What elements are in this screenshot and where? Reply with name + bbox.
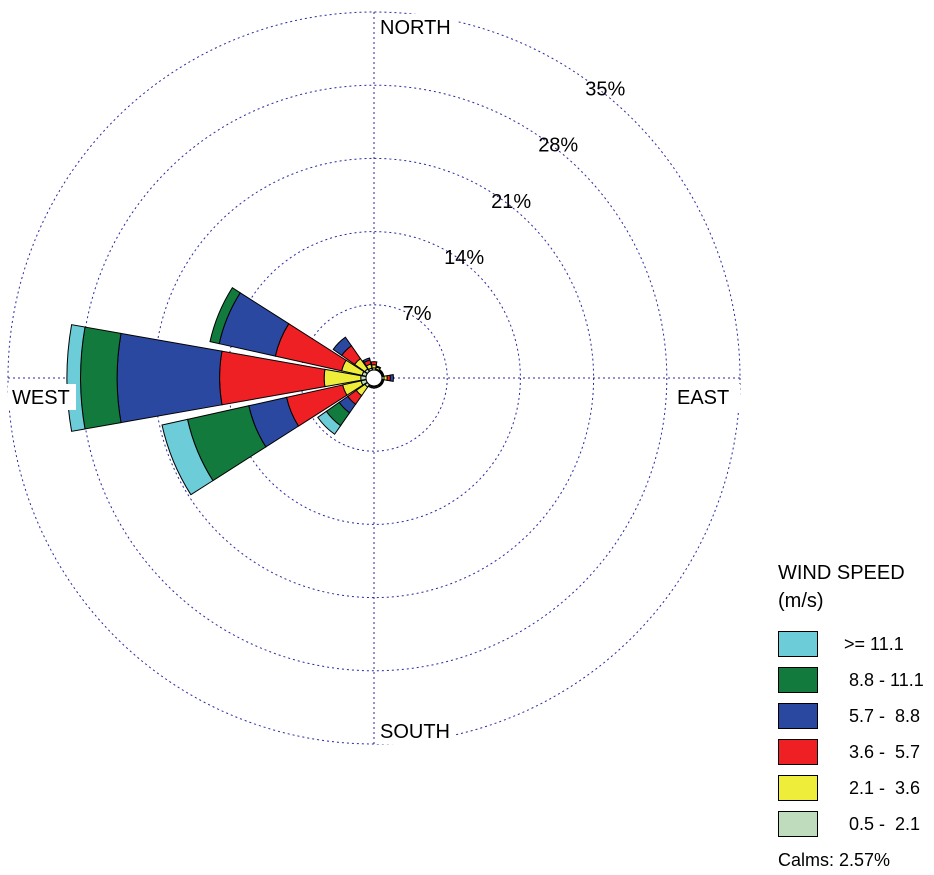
legend-item-5-7-to-8-8: 5.7 - 8.8: [778, 702, 920, 730]
legend-title-line1: WIND SPEED: [778, 562, 905, 584]
petal-sw-bin-5: [317, 410, 342, 435]
north-label: NORTH: [380, 17, 451, 39]
petal-w-bin-4: [80, 326, 122, 430]
petal-nne-bin-2: [375, 365, 382, 370]
ring-labels: 7% 14% 21% 28% 35%: [403, 79, 626, 325]
west-label-bg: [8, 384, 76, 410]
ring-7: [300, 304, 448, 452]
legend-label: 5.7 - 8.8: [844, 705, 921, 726]
calms-label: Calms: 2.57%: [778, 850, 891, 870]
calm-circle: [365, 369, 383, 387]
petal-wnw-bin-4: [209, 287, 241, 345]
ring-14: [227, 231, 521, 525]
east-label-bg: [674, 384, 740, 410]
ring-label-35: 35%: [585, 79, 625, 101]
legend-item-0-5-to-2-1: 0.5 - 2.1: [778, 810, 920, 838]
ring-28: [80, 84, 668, 672]
direction-labels: NORTH EAST SOUTH WEST: [8, 14, 740, 744]
ring-label-28: 28%: [538, 135, 578, 157]
legend-item-over-11-1: >= 11.1: [778, 630, 904, 658]
legend-label: 0.5 - 2.1: [844, 813, 921, 834]
south-label-bg: [376, 718, 456, 744]
petal-wsw-bin-5: [161, 418, 214, 496]
legend-label: 2.1 - 3.6: [844, 777, 921, 798]
legend-label: 8.8 - 11.1: [844, 669, 924, 690]
south-label: SOUTH: [380, 721, 450, 743]
ring-label-21: 21%: [491, 191, 531, 213]
legend-label: 3.6 - 5.7: [844, 741, 921, 762]
legend-swatch: [778, 667, 818, 693]
petal-w-bin-3: [116, 332, 223, 424]
petal-s-bin-1: [371, 386, 377, 389]
legend-swatch: [778, 739, 818, 765]
legend-swatch: [778, 811, 818, 837]
legend-title: WIND SPEED (m/s): [778, 559, 905, 615]
east-label: EAST: [677, 387, 729, 409]
legend-swatch: [778, 631, 818, 657]
legend-item-8-8-to-11-1: 8.8 - 11.1: [778, 666, 924, 694]
legend-item-2-1-to-3-6: 2.1 - 3.6: [778, 774, 920, 802]
petal-n-bin-2: [370, 361, 378, 366]
petal-nw-bin-3: [332, 336, 353, 357]
wind-petals: [66, 287, 395, 496]
west-label: WEST: [12, 387, 70, 409]
north-label-bg: [376, 14, 456, 40]
legend-label: >= 11.1: [844, 633, 904, 654]
legend-swatch: [778, 775, 818, 801]
ring-label-7: 7%: [403, 303, 432, 325]
legend-title-line2: (m/s): [778, 590, 824, 612]
legend-swatch: [778, 703, 818, 729]
petal-e-bin-3: [389, 374, 395, 382]
legend-item-3-6-to-5-7: 3.6 - 5.7: [778, 738, 920, 766]
petal-nnw-bin-3: [362, 357, 371, 364]
ring-label-14: 14%: [444, 247, 484, 269]
